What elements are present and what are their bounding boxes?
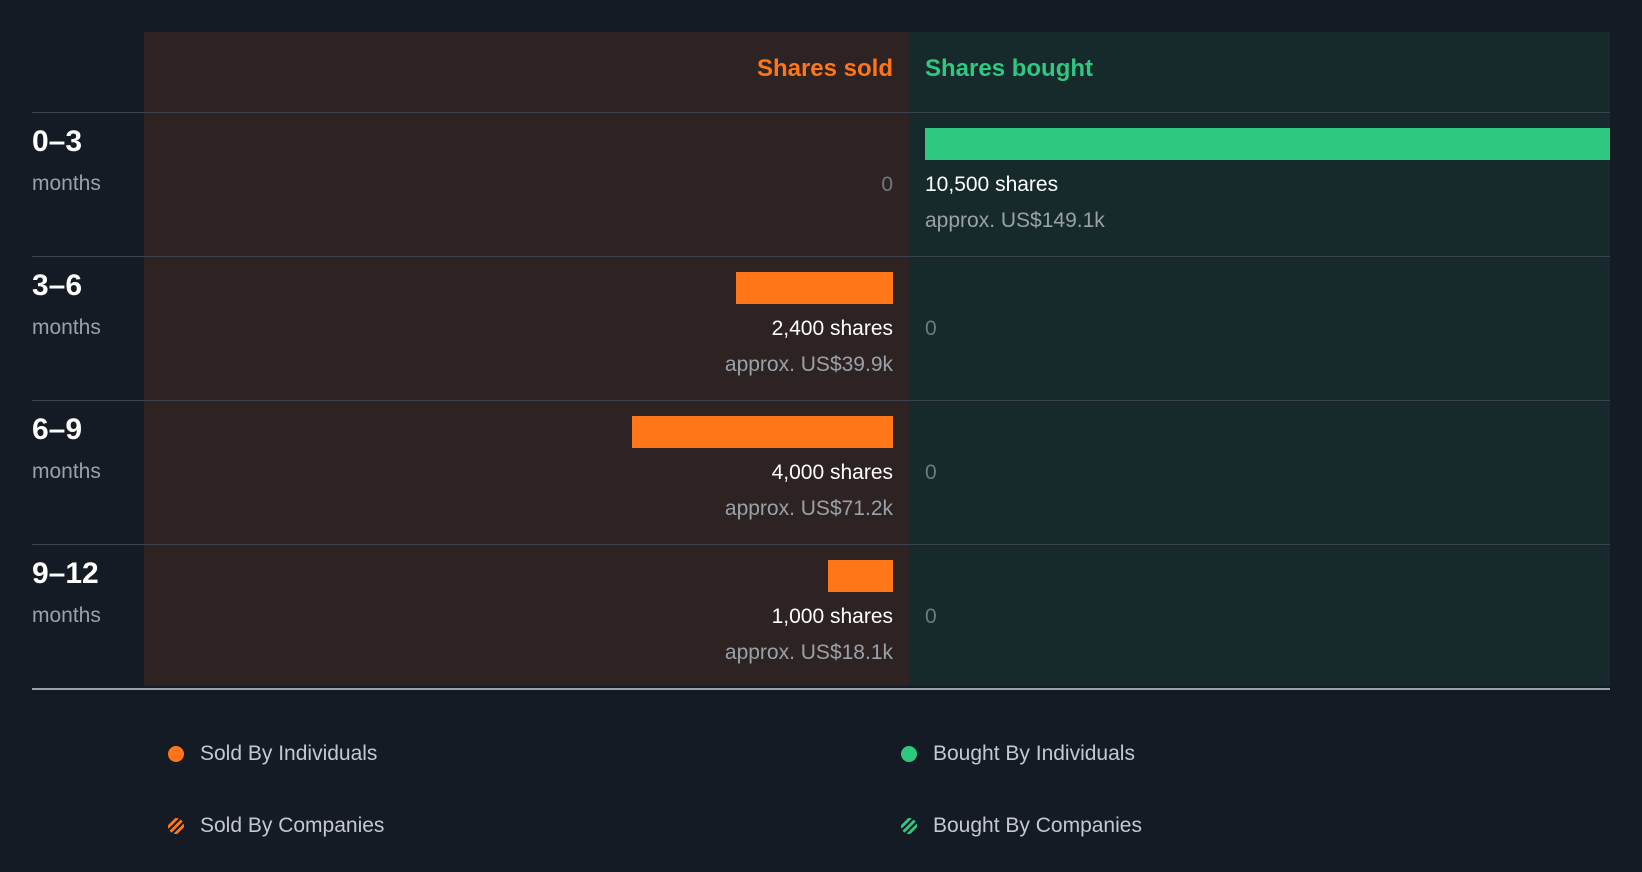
- sold-shares-label: 4,000 shares: [771, 461, 893, 484]
- shares-sold-header: Shares sold: [756, 55, 893, 82]
- period-label: 0–3: [32, 125, 83, 158]
- sold-panel: [144, 32, 909, 686]
- bought-shares-label: 10,500 shares: [925, 173, 1059, 196]
- sold-value-label: approx. US$39.9k: [724, 353, 893, 376]
- period-label: 6–9: [32, 413, 83, 446]
- row-separator: [32, 256, 1610, 257]
- sold-value-label: approx. US$71.2k: [724, 497, 893, 520]
- header-separator: [32, 112, 1610, 113]
- hatched-swatch-icon: [168, 818, 184, 834]
- period-unit: months: [32, 604, 101, 627]
- legend-label: Sold By Individuals: [200, 742, 378, 765]
- legend-item: Sold By Companies: [168, 813, 384, 839]
- shares-bought-header: Shares bought: [925, 55, 1094, 82]
- sold-value-label: approx. US$18.1k: [724, 641, 893, 664]
- sold-bar: [828, 560, 893, 592]
- solid-swatch-icon: [901, 746, 917, 762]
- row-separator: [32, 544, 1610, 545]
- bought-value-label: approx. US$149.1k: [925, 209, 1105, 232]
- sold-shares-label: 1,000 shares: [771, 605, 893, 628]
- legend-label: Bought By Companies: [933, 814, 1142, 837]
- legend-label: Sold By Companies: [200, 814, 385, 837]
- sold-shares-label: 2,400 shares: [771, 317, 893, 340]
- bought-zero-label: 0: [925, 605, 937, 628]
- sold-bar: [632, 416, 893, 448]
- bought-zero-label: 0: [925, 461, 937, 484]
- solid-swatch-icon: [168, 746, 184, 762]
- sold-zero-label: 0: [881, 173, 893, 196]
- bought-bar: [925, 128, 1610, 160]
- x-axis-line: [32, 688, 1610, 690]
- period-label: 9–12: [32, 557, 99, 590]
- period-unit: months: [32, 316, 101, 339]
- bought-zero-label: 0: [925, 317, 937, 340]
- period-unit: months: [32, 460, 101, 483]
- period-unit: months: [32, 172, 101, 195]
- legend-item: Sold By Individuals: [168, 741, 377, 767]
- period-label: 3–6: [32, 269, 83, 302]
- legend-item: Bought By Companies: [901, 813, 1142, 839]
- legend-item: Bought By Individuals: [901, 741, 1135, 767]
- hatched-swatch-icon: [901, 818, 917, 834]
- row-separator: [32, 400, 1610, 401]
- sold-bar: [736, 272, 893, 304]
- legend-label: Bought By Individuals: [933, 742, 1135, 765]
